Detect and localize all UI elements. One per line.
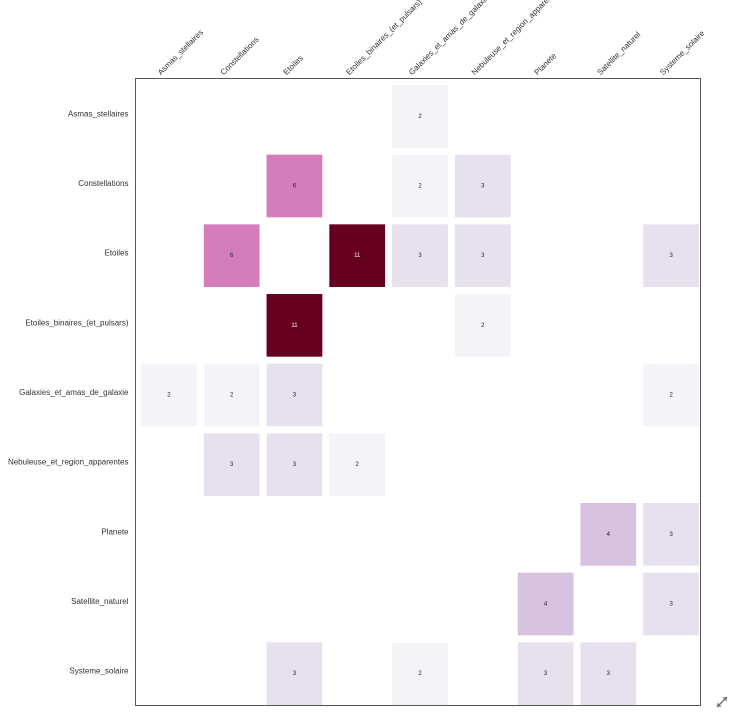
heatmap-cell — [266, 154, 323, 218]
heatmap-cell — [266, 433, 323, 496]
cell-value-label: 2 — [356, 462, 360, 468]
cell-value-label: 3 — [544, 671, 548, 677]
y-tick-label: Satellite_naturel — [71, 597, 129, 606]
cell-value-label: 2 — [669, 393, 673, 399]
heatmap-cell — [454, 294, 511, 357]
y-tick-label: Etoiles — [104, 249, 128, 258]
heatmap-cell — [643, 503, 699, 566]
heatmap-cell — [329, 433, 386, 496]
cell-value-label: 11 — [291, 323, 298, 329]
heatmap-cell — [266, 363, 323, 427]
x-tick-label: Planete — [533, 51, 559, 77]
y-tick-labels: Asmas_stellaires Constellations Etoiles Eto… — [8, 109, 129, 675]
heatmap-cell — [643, 363, 699, 427]
heatmap-cell — [203, 224, 260, 287]
x-tick-label: Satellite_naturel — [595, 30, 642, 77]
heatmap-cell — [266, 642, 323, 705]
x-tick-labels: Asmas_stellaires Constellations Etoiles Eto… — [156, 0, 707, 77]
cell-value-label: 3 — [669, 253, 673, 259]
cell-value-label: 6 — [293, 184, 297, 190]
y-tick-label: Constellations — [78, 179, 128, 188]
heatmap-cell — [580, 503, 637, 566]
plot-frame — [135, 78, 701, 706]
cell-value-label: 2 — [418, 671, 422, 677]
cell-value-label: 2 — [418, 114, 422, 120]
heatmap-cell — [392, 224, 448, 287]
cell-value-label: 3 — [669, 602, 673, 608]
x-tick-label: Etoiles — [281, 54, 304, 77]
cell-value-label: 2 — [481, 323, 485, 329]
heatmap-cell — [643, 224, 699, 287]
y-tick-label: Asmas_stellaires — [68, 109, 128, 118]
heatmap-cells: 2 6 2 3 6 11 3 3 3 11 2 2 2 3 2 3 3 2 4 3 4 3 3 2 3 3 — [141, 85, 699, 705]
heatmap-cell — [517, 642, 574, 705]
cell-value-label: 3 — [481, 253, 485, 259]
x-tick-label: Constellations — [219, 35, 261, 77]
y-tick-label: Nebuleuse_et_region_apparentes — [8, 458, 129, 467]
cell-value-label: 6 — [230, 253, 234, 259]
cell-value-label: 2 — [167, 393, 171, 399]
heatmap-cell — [266, 294, 323, 357]
heatmap-cell — [329, 224, 386, 287]
cell-value-label: 2 — [230, 393, 234, 399]
cell-value-label: 3 — [481, 184, 485, 190]
cell-value-label: 3 — [293, 671, 297, 677]
cell-value-label: 11 — [354, 253, 361, 259]
x-tick-label: Asmas_stellaires — [156, 28, 205, 77]
heatmap-cell — [643, 572, 699, 636]
y-tick-label: Etoiles_binaires_(et_pulsars) — [25, 318, 129, 327]
y-tick-label: Systeme_solaire — [69, 667, 129, 676]
heatmap-cell — [454, 224, 511, 287]
heatmap-cell — [203, 433, 260, 496]
y-tick-label: Galaxies_et_amas_de_galaxie — [19, 388, 129, 397]
heatmap-cell — [454, 154, 511, 218]
cell-value-label: 3 — [293, 462, 297, 468]
cell-value-label: 3 — [418, 253, 422, 259]
x-tick-label: Systeme_solaire — [658, 28, 707, 77]
cell-value-label: 3 — [669, 532, 673, 538]
cell-value-label: 3 — [293, 393, 297, 399]
cell-value-label: 4 — [544, 602, 548, 608]
heatmap-cell — [141, 363, 197, 427]
heatmap-cell — [392, 154, 448, 218]
heatmap-cell — [392, 642, 448, 705]
heatmap-cell — [392, 85, 448, 148]
heatmap-cell — [517, 572, 574, 636]
y-tick-label: Planete — [101, 527, 129, 536]
cell-value-label: 4 — [607, 532, 611, 538]
expand-arrows-icon[interactable] — [714, 694, 730, 710]
heatmap-cell — [580, 642, 637, 705]
cell-value-label: 3 — [607, 671, 611, 677]
heatmap-cell — [203, 363, 260, 427]
cell-value-label: 3 — [230, 462, 234, 468]
cell-value-label: 2 — [418, 184, 422, 190]
